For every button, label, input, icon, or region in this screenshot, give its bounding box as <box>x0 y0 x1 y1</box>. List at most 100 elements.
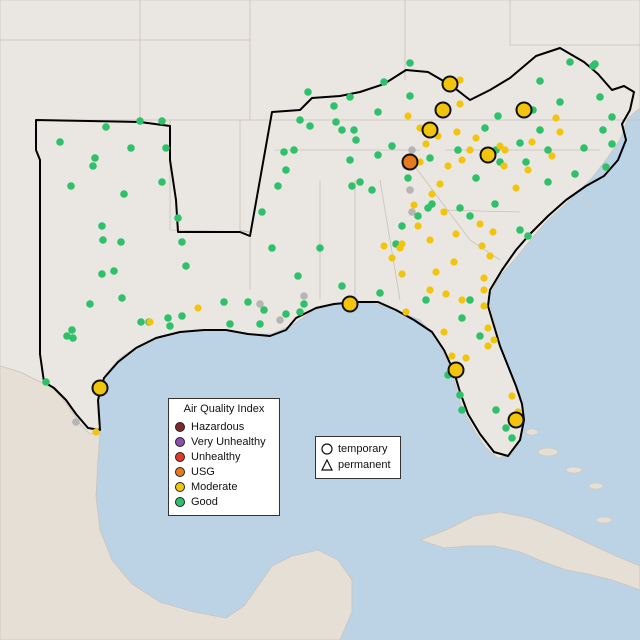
region-outline <box>35 47 635 457</box>
monitor-marker-good <box>118 294 126 302</box>
monitor-marker-good <box>346 93 354 101</box>
monitor-marker-good <box>522 158 530 166</box>
temporary-monitor-usg <box>401 153 419 171</box>
monitor-marker-good <box>102 123 110 131</box>
monitor-marker-good <box>166 322 174 330</box>
legend-row-permanent: permanent <box>321 458 391 472</box>
legend-row-temporary: temporary <box>321 442 388 456</box>
monitor-marker-good <box>376 289 384 297</box>
monitor-marker-good <box>374 151 382 159</box>
monitor-marker-moderate <box>500 162 508 170</box>
monitor-marker-good <box>162 144 170 152</box>
monitor-marker-good <box>280 148 288 156</box>
monitor-marker-good <box>258 208 266 216</box>
legend-title: Air Quality Index <box>183 403 265 415</box>
temporary-monitor-moderate <box>341 295 359 313</box>
monitor-marker-good <box>602 163 610 171</box>
monitor-marker-moderate <box>432 268 440 276</box>
monitor-marker-good <box>516 139 524 147</box>
monitor-marker-inactive <box>408 208 416 216</box>
mexico-land <box>0 365 353 640</box>
monitor-marker-good <box>120 190 128 198</box>
monitor-marker-moderate <box>428 190 436 198</box>
monitor-marker-good <box>178 312 186 320</box>
monitor-marker-good <box>338 282 346 290</box>
monitor-marker-good <box>63 332 71 340</box>
monitor-marker-moderate <box>458 296 466 304</box>
monitor-marker-moderate <box>489 228 497 236</box>
monitor-marker-moderate <box>508 392 516 400</box>
monitor-marker-good <box>571 170 579 178</box>
legend-row-moderate: Moderate <box>175 480 237 494</box>
monitor-marker-good <box>566 58 574 66</box>
monitor-marker-good <box>374 108 382 116</box>
monitor-marker-good <box>536 77 544 85</box>
monitor-marker-moderate <box>388 254 396 262</box>
monitor-marker-good <box>296 116 304 124</box>
monitor-marker-good <box>608 140 616 148</box>
good-swatch <box>175 497 185 507</box>
monitor-marker-good <box>544 146 552 154</box>
monitor-marker-good <box>316 244 324 252</box>
circle-icon <box>321 443 333 455</box>
monitor-marker-good <box>42 378 50 386</box>
monitor-marker-good <box>67 182 75 190</box>
monitor-marker-good <box>89 162 97 170</box>
legend-label: Hazardous <box>191 421 245 433</box>
legend-row-usg: USG <box>175 465 215 479</box>
monitor-marker-good <box>174 214 182 222</box>
monitor-marker-moderate <box>440 208 448 216</box>
monitor-marker-good <box>282 166 290 174</box>
monitor-marker-good <box>268 244 276 252</box>
monitor-marker-good <box>491 200 499 208</box>
temporary-monitor-moderate <box>421 121 439 139</box>
monitor-marker-good <box>380 78 388 86</box>
monitor-marker-moderate <box>478 242 486 250</box>
legend-row-very-unhealthy: Very Unhealthy <box>175 435 266 449</box>
legend-row-unhealthy: Unhealthy <box>175 450 241 464</box>
monitor-marker-good <box>398 222 406 230</box>
monitor-marker-good <box>110 267 118 275</box>
temporary-monitor-moderate <box>507 411 525 429</box>
monitor-marker-inactive <box>72 418 80 426</box>
monitor-marker-moderate <box>436 180 444 188</box>
temporary-monitor-moderate <box>434 101 452 119</box>
monitor-marker-moderate <box>448 352 456 360</box>
monitor-marker-good <box>414 212 422 220</box>
monitor-marker-good <box>127 144 135 152</box>
monitor-marker-moderate <box>476 220 484 228</box>
monitor-marker-good <box>466 296 474 304</box>
monitor-marker-moderate <box>194 304 202 312</box>
monitor-marker-good <box>388 142 396 150</box>
monitor-type-legend: temporary permanent <box>315 436 401 479</box>
monitor-marker-good <box>426 154 434 162</box>
monitor-marker-good <box>290 146 298 154</box>
monitor-marker-inactive <box>406 186 414 194</box>
monitor-marker-good <box>599 126 607 134</box>
monitor-marker-good <box>226 320 234 328</box>
moderate-swatch <box>175 482 185 492</box>
unhealthy-swatch <box>175 452 185 462</box>
monitor-marker-good <box>406 59 414 67</box>
monitor-marker-moderate <box>552 114 560 122</box>
temporary-monitor-moderate <box>91 379 109 397</box>
usg-swatch <box>175 467 185 477</box>
legend-label: Good <box>191 496 218 508</box>
monitor-marker-inactive <box>300 292 308 300</box>
legend-label: Moderate <box>191 481 238 493</box>
monitor-marker-good <box>524 232 532 240</box>
monitor-marker-good <box>406 92 414 100</box>
monitor-marker-moderate <box>524 166 532 174</box>
monitor-marker-good <box>68 326 76 334</box>
monitor-marker-good <box>256 320 264 328</box>
monitor-marker-moderate <box>450 258 458 266</box>
monitor-marker-moderate <box>440 328 448 336</box>
monitor-marker-good <box>458 406 466 414</box>
monitor-marker-good <box>69 334 77 342</box>
monitor-marker-moderate <box>398 270 406 278</box>
temporary-label: temporary <box>338 443 388 455</box>
monitor-marker-moderate <box>528 138 536 146</box>
monitor-marker-moderate <box>480 302 488 310</box>
monitor-marker-good <box>591 60 599 68</box>
monitor-marker-good <box>404 174 412 182</box>
